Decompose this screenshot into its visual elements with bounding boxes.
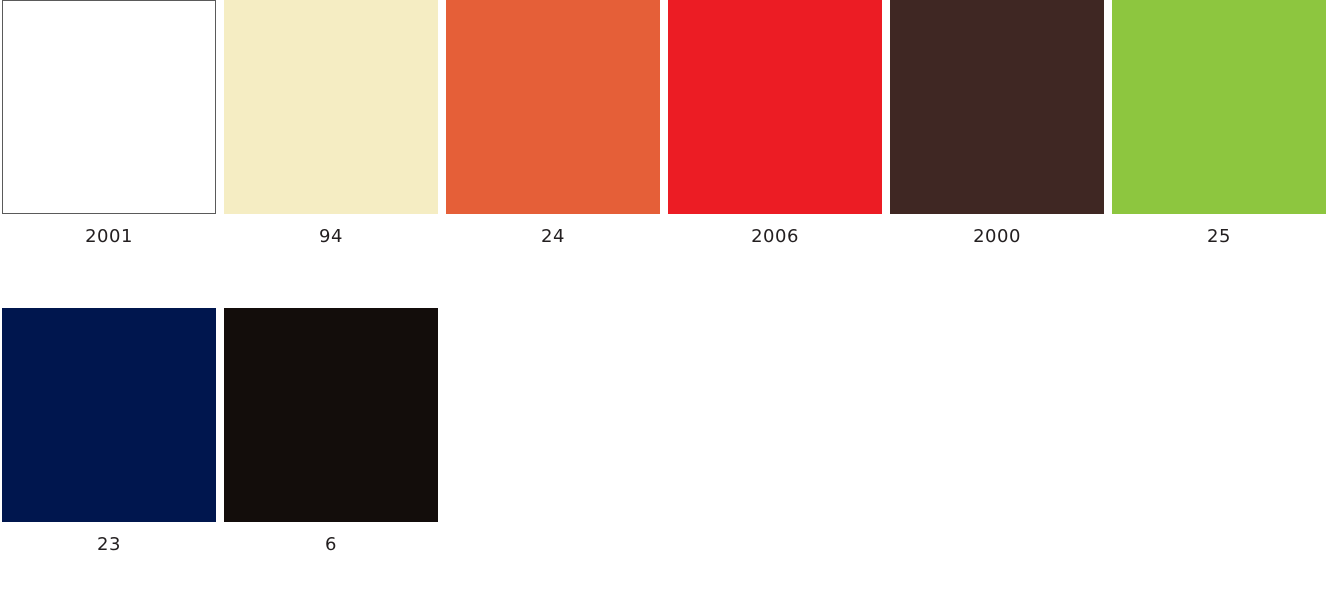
color-swatch[interactable] (1112, 0, 1326, 214)
swatch-code-label: 6 (325, 534, 337, 555)
color-swatch[interactable] (224, 0, 438, 214)
swatch-code-label: 94 (319, 226, 343, 247)
color-swatch[interactable] (2, 0, 216, 214)
swatch-card[interactable]: 23 (2, 308, 216, 616)
swatch-card[interactable]: 25 (1112, 0, 1326, 308)
color-swatch[interactable] (890, 0, 1104, 214)
swatch-card[interactable]: 2000 (890, 0, 1104, 308)
swatch-card[interactable]: 2001 (2, 0, 216, 308)
swatch-code-label: 24 (541, 226, 565, 247)
color-swatch[interactable] (2, 308, 216, 522)
color-swatch[interactable] (224, 308, 438, 522)
swatch-code-label: 2000 (973, 226, 1021, 247)
swatch-card[interactable]: 6 (224, 308, 438, 616)
swatch-code-label: 2001 (85, 226, 133, 247)
swatch-code-label: 23 (97, 534, 121, 555)
swatch-code-label: 2006 (751, 226, 799, 247)
color-swatch[interactable] (446, 0, 660, 214)
swatch-card[interactable]: 2006 (668, 0, 882, 308)
color-swatch[interactable] (668, 0, 882, 214)
swatch-card[interactable]: 24 (446, 0, 660, 308)
swatch-card[interactable]: 94 (224, 0, 438, 308)
swatch-code-label: 25 (1207, 226, 1231, 247)
